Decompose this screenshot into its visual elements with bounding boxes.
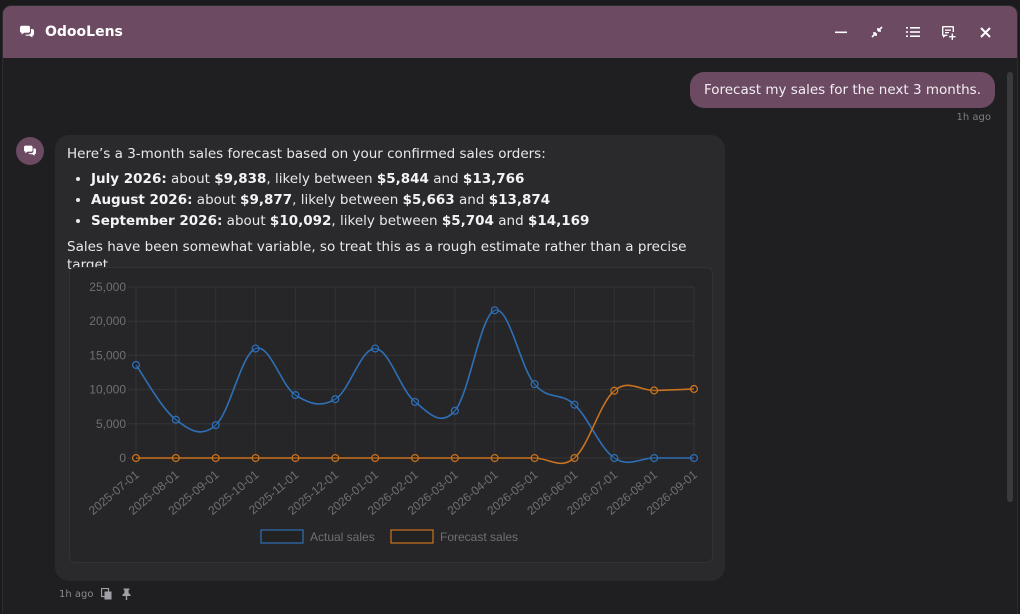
collapse-button[interactable] <box>859 16 895 48</box>
chart-svg: 25,00020,00015,00010,0005,00002025-07-01… <box>86 280 700 544</box>
actual-sales-point <box>171 415 180 424</box>
actual-sales-point <box>211 421 220 430</box>
actual-sales-point <box>490 306 499 315</box>
title-bar: OdooLens <box>3 6 1017 58</box>
scrollbar[interactable] <box>1007 72 1013 502</box>
close-button[interactable] <box>967 16 1003 48</box>
pin-icon <box>122 588 131 600</box>
actual-sales-point <box>371 344 380 353</box>
sales-forecast-chart: 25,000 20,000 15,000 10,000 5,000 0 2025-07-01… <box>69 267 713 563</box>
close-icon <box>979 26 991 38</box>
actual-sales-point <box>131 360 141 370</box>
actual-sales-point <box>610 453 619 463</box>
forecast-sales-point <box>371 453 380 463</box>
assistant-message-footer: 1h ago <box>59 587 133 601</box>
actual-sales-point <box>650 453 659 463</box>
chat-area[interactable]: Forecast my sales for the next 3 months.… <box>3 58 1017 614</box>
new-chat-button[interactable] <box>931 16 967 48</box>
app-title: OdooLens <box>45 24 123 40</box>
forecast-item: July 2026: about $9,838, likely between … <box>91 169 713 190</box>
y-tick-label: 20,000 <box>89 314 126 328</box>
forecast-sales-point <box>331 453 340 463</box>
collapse-icon <box>871 26 883 38</box>
y-tick-label: 5,000 <box>96 417 126 431</box>
forecast-sales-point <box>251 453 260 463</box>
history-list-button[interactable] <box>895 16 931 48</box>
forecast-sales-legend-swatch <box>390 529 434 544</box>
forecast-sales-legend-label: Forecast sales <box>440 530 518 544</box>
forecast-sales-point <box>530 453 539 463</box>
assistant-intro: Here’s a 3-month sales forecast based on… <box>67 146 546 162</box>
actual-sales-line <box>135 309 694 464</box>
forecast-sales-line <box>135 384 695 465</box>
actual-sales-point <box>410 397 420 406</box>
y-tick-label: 25,000 <box>89 280 126 294</box>
forecast-sales-point <box>490 453 499 463</box>
actual-sales-point <box>251 344 260 353</box>
actual-sales-legend-label: Actual sales <box>310 530 375 544</box>
user-message: Forecast my sales for the next 3 months. <box>689 72 995 108</box>
forecast-sales-point <box>211 453 220 463</box>
minimize-icon <box>835 31 847 34</box>
chat-bubbles-icon <box>19 24 37 40</box>
user-message-time: 1h ago <box>956 112 991 123</box>
title-actions <box>823 16 1003 48</box>
assistant-avatar <box>16 137 44 165</box>
forecast-item: August 2026: about $9,877, likely betwee… <box>91 190 713 211</box>
forecast-sales-point <box>450 453 459 463</box>
assistant-message-time: 1h ago <box>59 588 94 600</box>
actual-sales-point <box>570 400 579 409</box>
actual-sales-point <box>530 380 539 389</box>
actual-sales-point <box>331 395 340 404</box>
copy-icon <box>100 588 112 600</box>
forecast-sales-point <box>570 453 579 463</box>
new-chat-icon <box>942 25 956 40</box>
forecast-item: September 2026: about $10,092, likely be… <box>91 211 713 232</box>
forecast-list: July 2026: about $9,838, likely between … <box>67 169 713 232</box>
forecast-sales-point <box>610 386 619 395</box>
actual-sales-point <box>450 406 459 415</box>
actual-sales-legend-swatch <box>260 529 304 544</box>
forecast-sales-point <box>131 453 141 463</box>
forecast-sales-point <box>689 384 699 394</box>
pin-button[interactable] <box>119 587 133 601</box>
list-icon <box>906 27 920 37</box>
actual-sales-point <box>291 391 300 400</box>
assistant-message: Here’s a 3-month sales forecast based on… <box>55 135 725 581</box>
copy-button[interactable] <box>99 587 113 601</box>
forecast-sales-point <box>171 453 180 463</box>
y-tick-label: 15,000 <box>89 348 126 362</box>
actual-sales-point <box>689 453 699 463</box>
odoolens-window: OdooLens Forecast my sales for the next … <box>3 6 1017 614</box>
y-tick-label: 0 <box>119 451 126 465</box>
chat-bubbles-icon <box>24 145 36 156</box>
forecast-sales-point <box>291 453 300 463</box>
forecast-sales-point <box>650 386 659 395</box>
minimize-button[interactable] <box>823 16 859 48</box>
forecast-sales-point <box>410 453 420 463</box>
y-tick-label: 10,000 <box>89 383 126 397</box>
